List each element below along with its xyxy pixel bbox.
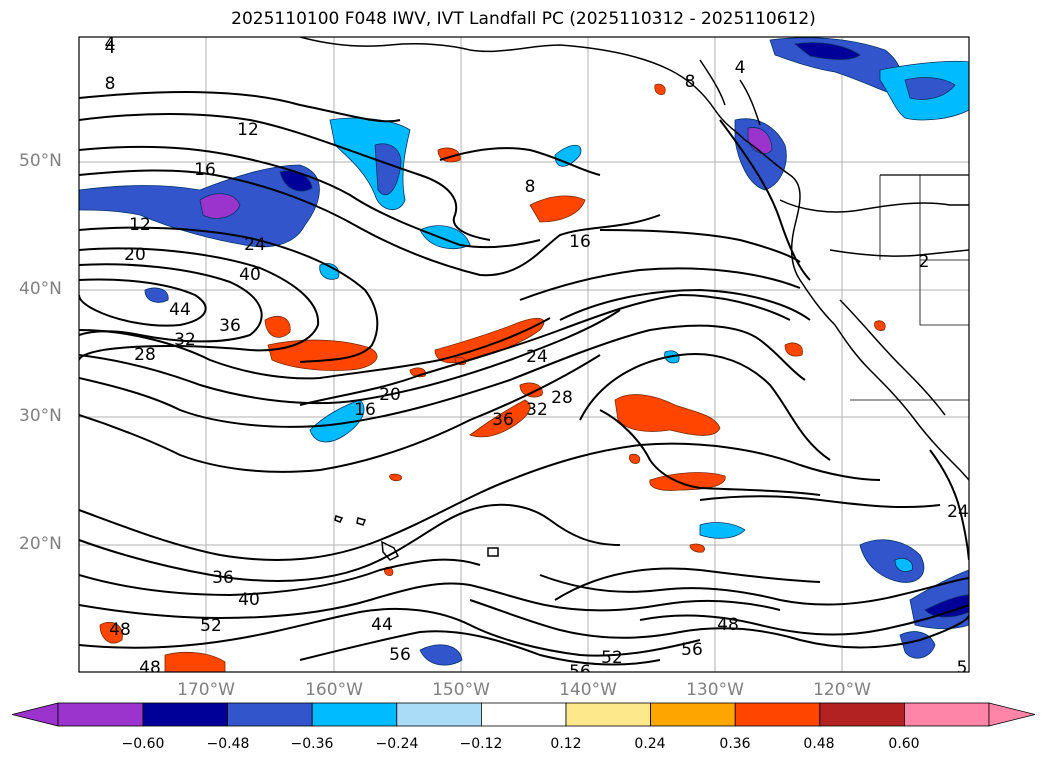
contour-label: 5 (957, 658, 968, 678)
map-title: 2025110100 F048 IWV, IVT Landfall PC (20… (231, 9, 816, 29)
colorbar-tick-label: 0.60 (888, 736, 920, 752)
contour-label: 28 (551, 388, 573, 408)
contour-label: 16 (194, 160, 216, 180)
colorbar-tick-label: 0.24 (634, 736, 666, 752)
contour-label: 16 (569, 232, 591, 252)
colorbar (11, 702, 1036, 727)
colorbar-tick-label: −0.36 (290, 736, 334, 752)
contour-label: 4 (735, 58, 746, 78)
contour-label: 48 (717, 615, 739, 635)
contour-label: 4 (105, 34, 116, 54)
colorbar-segment (904, 702, 990, 727)
lat-label-50n: 50°N (19, 151, 62, 171)
colorbar-tick-label: −0.24 (375, 736, 419, 752)
positive-pc-shading (99, 83, 886, 672)
lon-label-170w: 170°W (177, 680, 235, 700)
colorbar-tick-label: 0.12 (550, 736, 582, 752)
contour-label: 24 (526, 347, 548, 367)
coastline (299, 37, 969, 481)
colorbar-segment (734, 702, 821, 727)
colorbar-segment (480, 702, 567, 727)
colorbar-tick-label: 0.36 (719, 736, 751, 752)
lon-label-130w: 130°W (686, 680, 744, 700)
colorbar-tick-label: 0.48 (803, 736, 835, 752)
contour-label: 12 (237, 120, 259, 140)
contour-label: 56 (569, 662, 591, 682)
contour-label: 36 (492, 410, 514, 430)
contour-label: 16 (354, 400, 376, 420)
contour-label: 48 (139, 658, 161, 678)
lon-label-120w: 120°W (813, 680, 871, 700)
contour-label: 24 (244, 235, 266, 255)
colorbar-tick-label: −0.48 (206, 736, 250, 752)
contour-label: 40 (239, 265, 261, 285)
contour-label: 56 (681, 640, 703, 660)
contour-label: 56 (389, 645, 411, 665)
contour-label: 24 (947, 502, 969, 522)
colorbar-extend-min (11, 702, 59, 727)
contour-label: 52 (200, 616, 222, 636)
colorbar-tick-label: −0.60 (121, 736, 165, 752)
contour-label: 4 (105, 38, 116, 58)
map-frame (78, 36, 970, 673)
colorbar-segment (57, 702, 144, 727)
colorbar-segment (142, 702, 228, 727)
contour-label: 28 (134, 345, 156, 365)
colorbar-segment (650, 702, 736, 727)
hawaii-islands (334, 515, 499, 561)
contour-label: 12 (129, 215, 151, 235)
colorbar-tick-label: −0.12 (459, 736, 503, 752)
contour-label: 32 (526, 400, 548, 420)
colorbar-segment (565, 702, 651, 727)
colorbar-segment (396, 702, 482, 727)
lat-label-40n: 40°N (19, 279, 62, 299)
contour-label: 44 (371, 615, 393, 635)
contour-label: 32 (174, 330, 196, 350)
contour-label: 8 (525, 177, 536, 197)
contour-label: 20 (124, 245, 146, 265)
colorbar-segment (819, 702, 905, 727)
contour-label: 36 (212, 568, 234, 588)
colorbar-segment (227, 702, 313, 727)
contour-label: 48 (109, 620, 131, 640)
contour-label: 44 (169, 300, 191, 320)
contour-label: 8 (685, 72, 696, 92)
lon-label-160w: 160°W (305, 680, 363, 700)
contour-label: 2 (919, 252, 930, 272)
lon-label-140w: 140°W (559, 680, 617, 700)
colorbar-segment (311, 702, 398, 727)
negative-pc-shading (79, 37, 969, 666)
contour-label: 20 (379, 385, 401, 405)
contour-label: 40 (238, 590, 260, 610)
contour-label: 8 (105, 74, 116, 94)
lon-label-150w: 150°W (432, 680, 490, 700)
iwv-contours (79, 91, 969, 666)
colorbar-extend-max (988, 702, 1036, 727)
lat-label-20n: 20°N (19, 534, 62, 554)
lat-label-30n: 30°N (19, 406, 62, 426)
contour-label: 36 (219, 316, 241, 336)
contour-label: 52 (601, 648, 623, 668)
